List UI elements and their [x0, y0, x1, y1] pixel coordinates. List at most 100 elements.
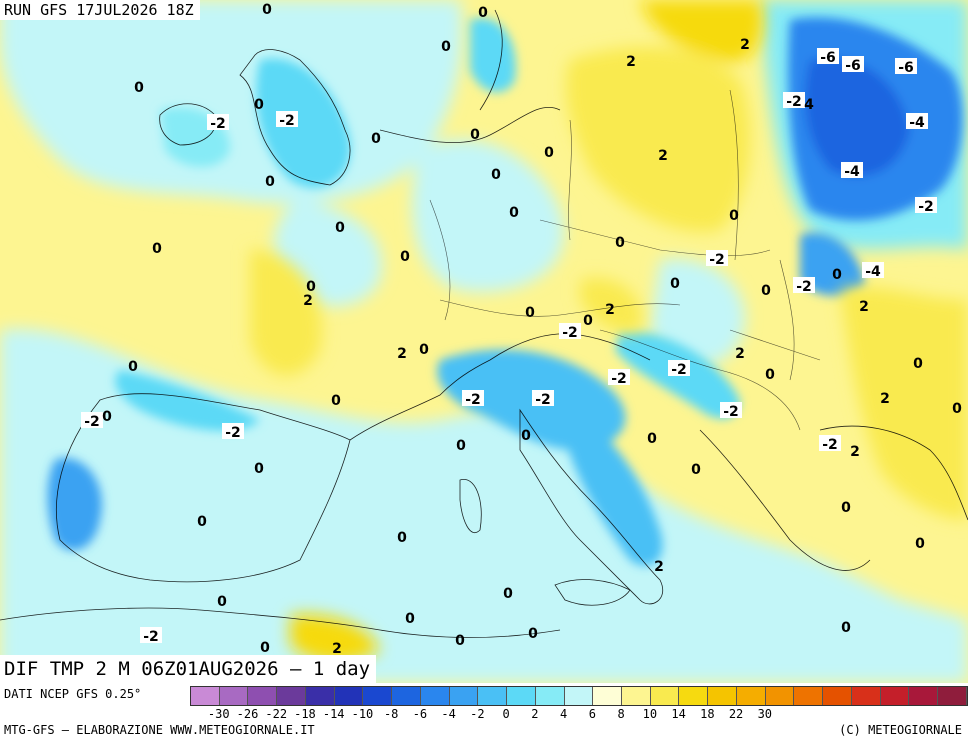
anomaly-label: 0 [915, 536, 925, 552]
anomaly-label: 0 [478, 5, 488, 21]
color-scale-tick: 10 [642, 707, 658, 721]
color-scale-tick: -30 [207, 707, 230, 721]
anomaly-label: 0 [491, 167, 501, 183]
color-scale-tick: 8 [617, 707, 625, 721]
anomaly-label: 2 [303, 293, 313, 309]
anomaly-label: 2 [735, 346, 745, 362]
color-scale-cell [880, 687, 910, 705]
anomaly-label-bg [668, 360, 690, 376]
anomaly-label: 0 [952, 401, 962, 417]
anomaly-label: 4 [804, 97, 814, 113]
anomaly-label-bg [559, 323, 581, 339]
anomaly-label: -6 [898, 60, 914, 76]
anomaly-label: 0 [217, 594, 227, 610]
anomaly-label-bg [608, 369, 630, 385]
anomaly-label: 0 [615, 235, 625, 251]
field-title: DIF TMP 2 M 06Z01AUG2026 — 1 day [0, 655, 377, 683]
anomaly-label-bg [862, 262, 884, 278]
color-scale-tick: 30 [757, 707, 773, 721]
anomaly-label: 0 [397, 530, 407, 546]
anomaly-label-bg [276, 111, 298, 127]
anomaly-label: 0 [265, 174, 275, 190]
borders [429, 89, 821, 431]
anomaly-label: 0 [509, 205, 519, 221]
anomaly-label: -4 [844, 164, 860, 180]
field-cool-anomaly [47, 17, 963, 566]
anomaly-label-bg [841, 162, 863, 178]
anomaly-label: -2 [84, 414, 100, 430]
anomaly-label: -6 [820, 50, 836, 66]
anomaly-label: 0 [503, 586, 513, 602]
anomaly-label: -2 [918, 199, 934, 215]
anomaly-label-bg [81, 412, 103, 428]
anomaly-label: 0 [400, 249, 410, 265]
color-scale-cell [909, 687, 939, 705]
color-scale-tick: -8 [383, 707, 399, 721]
color-scale-cell [478, 687, 508, 705]
color-scale-cell [449, 687, 479, 705]
anomaly-label: 0 [134, 80, 144, 96]
footer-bar: DATI NCEP GFS 0.25° -30 -26 -22 -18 -14 -10 -8… [0, 683, 968, 745]
anomaly-label: 0 [331, 393, 341, 409]
anomaly-label: 2 [658, 148, 668, 164]
color-scale-cell [219, 687, 249, 705]
anomaly-label-bg [895, 58, 917, 74]
data-source: DATI NCEP GFS 0.25° [4, 687, 142, 701]
anomaly-label: 0 [528, 626, 538, 642]
coastlines [0, 9, 968, 638]
color-scale-cell [507, 687, 536, 705]
anomaly-label-bg [532, 390, 554, 406]
color-scale-cell [794, 687, 824, 705]
anomaly-label: 0 [583, 313, 593, 329]
anomaly-label: 0 [254, 97, 264, 113]
anomaly-label: 0 [647, 431, 657, 447]
color-scale-cell [564, 687, 594, 705]
anomaly-label-bg [915, 197, 937, 213]
anomaly-label-bg [207, 114, 229, 130]
anomaly-label: 0 [832, 267, 842, 283]
anomaly-label: -2 [225, 425, 241, 441]
color-scale-cell [593, 687, 623, 705]
color-scale-cell [622, 687, 651, 705]
anomaly-label: -2 [210, 116, 226, 132]
color-scale [190, 686, 968, 706]
color-scale-cell [650, 687, 680, 705]
anomaly-label: 2 [850, 444, 860, 460]
anomaly-label-bg [462, 390, 484, 406]
anomaly-label: -2 [786, 94, 802, 110]
anomaly-label: 0 [152, 241, 162, 257]
anomaly-label: 2 [740, 37, 750, 53]
anomaly-label: -2 [709, 252, 725, 268]
anomaly-label: 2 [654, 559, 664, 575]
color-scale-tick: 22 [728, 707, 744, 721]
anomaly-label: 0 [254, 461, 264, 477]
color-scale-cell [363, 687, 393, 705]
color-scale-tick: -18 [294, 707, 316, 721]
anomaly-label: -2 [822, 437, 838, 453]
anomaly-label: 0 [470, 127, 480, 143]
anomaly-label-bg [783, 92, 805, 108]
color-scale-tick: -2 [470, 707, 485, 721]
run-title: RUN GFS 17JUL2026 18Z [0, 0, 200, 20]
color-scale-cell [535, 687, 565, 705]
anomaly-label-bg [222, 423, 244, 439]
anomaly-label-bg [842, 56, 864, 72]
anomaly-label-bg [140, 627, 162, 643]
anomaly-label-bg [793, 277, 815, 293]
anomaly-label: 0 [405, 611, 415, 627]
color-scale-cell [305, 687, 335, 705]
color-scale-tick: 18 [700, 707, 715, 721]
anomaly-label: 0 [262, 2, 272, 18]
color-scale-cell [392, 687, 421, 705]
anomaly-label-bg [819, 435, 841, 451]
anomaly-label-bg [706, 250, 728, 266]
color-scale-cell [679, 687, 709, 705]
anomaly-label: -2 [535, 392, 551, 408]
color-scale-tick: -22 [265, 707, 288, 721]
color-scale-tick: -14 [322, 707, 345, 721]
anomaly-label: 0 [371, 131, 381, 147]
color-scale-tick: -6 [412, 707, 428, 721]
anomaly-label: 2 [626, 54, 636, 70]
anomaly-label: -2 [143, 629, 159, 645]
